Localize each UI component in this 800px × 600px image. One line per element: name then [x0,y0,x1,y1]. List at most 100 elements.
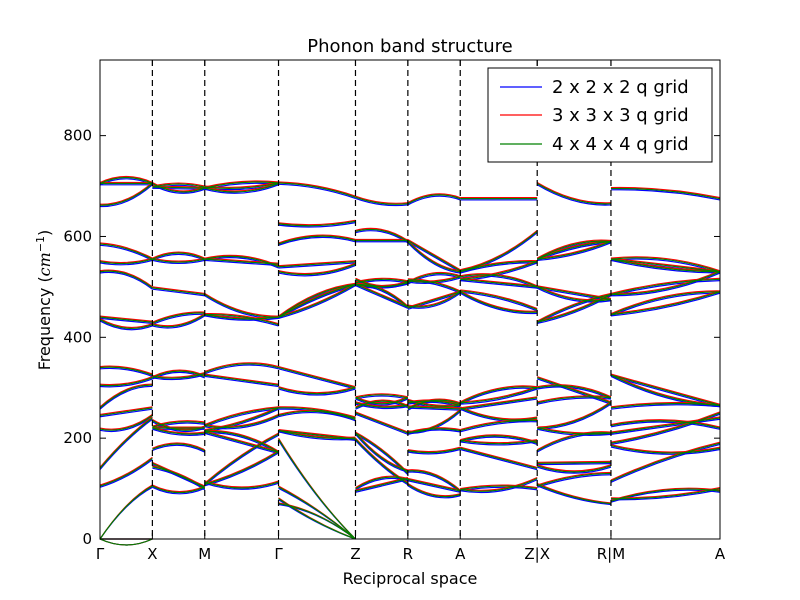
band-3-segment-0 [99,459,153,488]
band-14-segment-2 [204,255,279,268]
band-1-segment-4 [355,475,409,489]
band-4-segment-4 [355,432,409,472]
band-16-segment-2 [204,180,279,188]
x-tick-label-1: X [147,545,157,563]
band-2-segment-8 [610,442,721,482]
chart-title: Phonon band structure [307,36,513,57]
band-9-segment-3 [278,365,356,388]
band-9-segment-7 [537,384,612,398]
x-tick-label-5: R [403,545,413,563]
band-4-segment-6 [460,441,538,446]
band-10-segment-8 [610,291,721,316]
band-3-segment-8 [610,446,721,455]
band-4-segment-6 [460,440,538,445]
band-17-segment-0 [99,175,153,184]
band-11-segment-4 [355,283,409,308]
band-4-segment-4 [355,433,409,473]
band-15-segment-7 [537,239,612,259]
band-4-segment-7 [536,431,612,451]
band-10-segment-6 [460,289,538,310]
band-14-segment-2 [204,254,279,267]
band-7-segment-6 [460,396,538,409]
band-3-segment-4 [355,431,409,473]
band-8-segment-7 [537,377,612,404]
band-12-segment-8 [610,278,721,296]
band-0-segment-7 [536,485,612,506]
band-17-segment-8 [610,187,721,200]
band-2-segment-3 [278,486,356,540]
band-12-segment-0 [99,270,153,289]
band-0-segment-2 [204,450,279,485]
band-2-segment-7 [537,466,612,474]
y-tick-label-2: 400 [63,328,92,346]
band-5-segment-8 [610,421,721,430]
band-9-segment-6 [460,386,538,403]
band-12-segment-8 [610,277,721,295]
band-1-segment-8 [610,489,721,501]
band-6-segment-3 [278,431,356,441]
band-3-segment-5 [407,447,461,454]
y-axis-ticks: 0 200 400 600 800 [63,127,720,548]
band-2-segment-0 [99,485,153,540]
x-tick-label-3: Γ [274,545,283,563]
band-0-segment-6 [460,485,538,491]
band-15-segment-3 [278,235,356,245]
band-5-segment-1 [152,420,205,427]
band-13-segment-6 [460,273,538,287]
band-7-segment-2 [204,416,279,430]
x-tick-label-6: A [455,545,466,563]
band-11-segment-8 [610,292,721,317]
band-8-segment-0 [99,376,153,386]
band-4-segment-1 [152,428,205,436]
band-10-segment-0 [99,320,153,331]
y-axis-label-close: ) [35,230,54,236]
band-7-segment-4 [355,402,408,408]
band-17-segment-4 [355,195,408,204]
band-14-segment-0 [99,244,153,261]
band-6-segment-0 [99,408,153,418]
band-4-segment-8 [610,417,721,434]
band-12-segment-2 [204,293,279,318]
band-15-segment-8 [610,257,721,273]
band-6-segment-7 [537,396,612,404]
band-0-segment-5 [407,484,461,498]
band-14-segment-5 [407,279,461,293]
band-13-segment-3 [278,263,356,276]
y-axis-label-exp: −1 [34,236,47,252]
band-11-segment-0 [99,316,153,323]
band-8-segment-2 [204,375,279,388]
band-15-segment-8 [610,256,721,272]
legend-label-4x4x4: 4 x 4 x 4 q grid [552,134,689,155]
band-15-segment-6 [460,261,538,273]
band-9-segment-5 [407,400,461,406]
band-16-segment-7 [536,240,612,260]
band-13-segment-6 [460,274,538,288]
band-3-segment-2 [204,432,279,455]
band-13-segment-0 [99,257,153,264]
band-16-segment-3 [278,219,356,226]
band-6-segment-8 [610,411,721,443]
band-7-segment-7 [537,401,612,428]
band-8-segment-6 [459,387,538,405]
x-tick-label-9: A [715,545,726,563]
band-17-segment-4 [355,197,408,207]
band-2-segment-4 [355,440,409,486]
band-6-segment-8 [610,412,721,444]
band-10-segment-6 [460,290,538,311]
band-9-segment-0 [99,365,153,375]
band-9-segment-0 [99,367,153,377]
band-9-segment-3 [278,366,356,389]
band-3-segment-7 [537,463,611,466]
band-12-segment-1 [152,288,205,297]
band-16-segment-8 [610,259,721,274]
band-6-segment-2 [204,406,279,426]
band-15-segment-0 [99,182,153,205]
band-9-segment-1 [152,373,205,379]
series-4x-grid [99,176,721,546]
band-13-segment-1 [152,252,206,260]
band-5-segment-6 [460,421,538,433]
band-9-segment-2 [204,362,279,373]
band-15-segment-3 [278,236,356,246]
band-5-segment-2 [204,407,279,432]
